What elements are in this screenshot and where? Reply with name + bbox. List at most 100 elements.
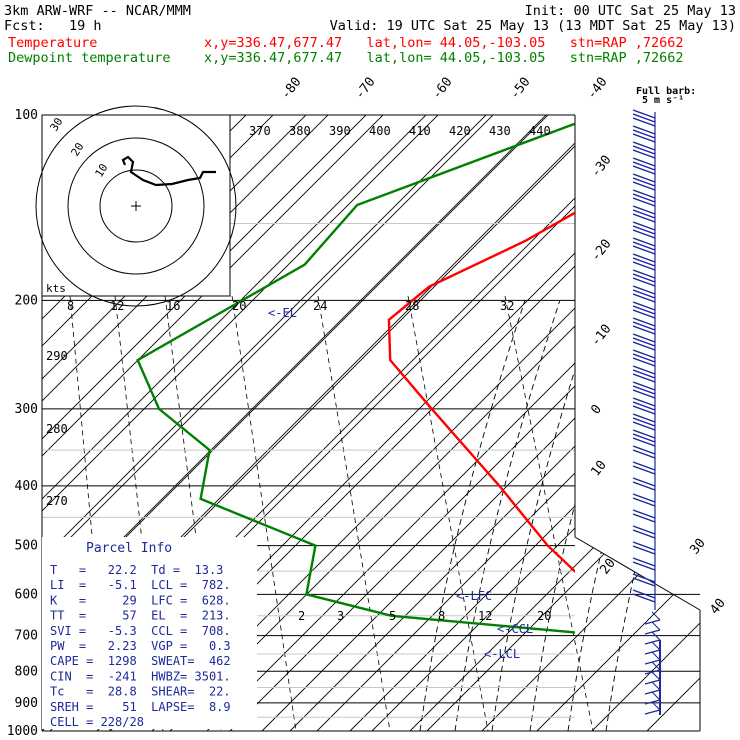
wind-barb [632, 333, 656, 343]
mixing-ratio-line [407, 295, 489, 731]
level-marker-label: <-LCL [484, 647, 520, 661]
plot-slant-border [574, 536, 701, 611]
theta-e-label: 390 [329, 124, 351, 138]
parcel-info-row: CIN = -241 HWBZ= 3501. [50, 669, 231, 683]
dry-adiabat-line [646, 115, 700, 731]
wind-barb [651, 621, 661, 631]
hodograph-ring [35, 105, 237, 307]
wind-barb [632, 177, 656, 187]
wind-barb [632, 357, 656, 367]
isotherm-label: 20 [597, 556, 618, 578]
isotherm-label: -20 [588, 237, 614, 265]
level-marker-label: <-LFC [456, 589, 492, 603]
wind-barb [632, 437, 656, 447]
moist-adiabat-line [491, 299, 598, 731]
mixing-ratio-label: 12 [478, 609, 492, 623]
pressure-tick-label: 700 [15, 629, 38, 644]
theta-label: 270 [46, 494, 68, 508]
theta-e-label: 430 [489, 124, 511, 138]
wind-barb [632, 353, 656, 363]
parcel-info-row: CAPE = 1298 SWEAT= 462 [50, 654, 231, 668]
wind-barb [651, 671, 661, 681]
hodograph-units-label: kts [46, 282, 66, 295]
wind-barb [632, 161, 656, 171]
mixing-ratio-label: 16 [166, 299, 180, 313]
wind-barb [632, 253, 656, 263]
wind-barb [632, 125, 656, 135]
isotherm-label: 0 [588, 402, 605, 417]
parcel-info-row: LI = -5.1 LCL = 782. [50, 578, 231, 592]
wind-barb [632, 349, 656, 359]
wind-barb [632, 213, 656, 223]
dry-adiabat-line [206, 115, 700, 731]
wind-barb [632, 273, 656, 283]
forecast-hour: Fcst: 19 h [4, 18, 102, 34]
wind-barb [651, 651, 661, 661]
hodograph-trace [121, 155, 216, 187]
wind-barb [632, 405, 656, 415]
wind-barb [632, 257, 656, 267]
hodograph-ring-label: 20 [69, 140, 87, 158]
wind-barb [632, 245, 656, 255]
wind-barb [632, 209, 656, 219]
wind-barb [632, 145, 656, 155]
isotherm-line [42, 115, 491, 731]
wind-barb [632, 557, 656, 567]
dry-adiabat-line [591, 115, 700, 731]
mixing-ratio-line [231, 295, 297, 731]
isotherm-line [42, 115, 551, 731]
isotherm-label: -70 [352, 75, 378, 103]
wind-barb [632, 193, 656, 203]
wind-barb [632, 225, 656, 235]
mixing-ratio-label: 12 [110, 299, 124, 313]
wind-barb [632, 401, 656, 411]
wind-barb [651, 681, 661, 691]
parcel-info-background [42, 537, 257, 729]
parcel-info-row: SREH = 51 LAPSE= 8.9 [50, 700, 231, 714]
wind-barb [651, 641, 661, 651]
isotherm-label: 40 [707, 596, 728, 618]
wind-barb [632, 113, 656, 123]
wind-barb [651, 661, 661, 671]
wind-barb [632, 481, 656, 491]
wind-barb [632, 433, 656, 443]
pressure-tick-label: 300 [15, 402, 38, 417]
wind-barb [632, 509, 656, 519]
level-marker-label: <-EL [268, 306, 297, 320]
wind-barb [632, 365, 656, 375]
wind-barb [632, 305, 656, 315]
wind-barb [632, 369, 656, 379]
wind-barb [632, 417, 656, 427]
dry-adiabat-line [42, 115, 443, 731]
wind-barb [632, 293, 656, 303]
parcel-info-row: T = 22.2 Td = 13.3 [50, 563, 223, 577]
wind-barb [632, 129, 656, 139]
wind-barb [632, 181, 656, 191]
moist-adiabat-line [529, 299, 636, 731]
dry-adiabat-line [42, 115, 498, 731]
wind-barb [632, 429, 656, 439]
wind-barb [632, 109, 656, 119]
wind-barb [632, 285, 656, 295]
wind-barb [632, 397, 656, 407]
dry-adiabat-line [536, 115, 700, 731]
wind-barb [632, 301, 656, 311]
wind-barb [632, 269, 656, 279]
wind-barb [651, 691, 661, 701]
wind-barb [632, 525, 656, 535]
wind-barb [632, 229, 656, 239]
wind-barb [632, 189, 656, 199]
moist-adiabat-line [419, 299, 526, 731]
wind-barb [632, 289, 656, 299]
wind-barb [632, 309, 656, 319]
wind-barb [632, 545, 656, 555]
wind-barb [632, 277, 656, 287]
wind-barb [632, 173, 656, 183]
init-time: Init: 00 UTC Sat 25 May 13 [524, 3, 736, 19]
temperature-legend: Temperature [8, 35, 98, 51]
mixing-ratio-label: 32 [500, 299, 514, 313]
temperature-location-info: x,y=336.47,677.47 lat,lon= 44.05,-103.05… [204, 35, 684, 51]
wind-barb [632, 261, 656, 271]
mixing-ratio-label: 20 [537, 609, 551, 623]
